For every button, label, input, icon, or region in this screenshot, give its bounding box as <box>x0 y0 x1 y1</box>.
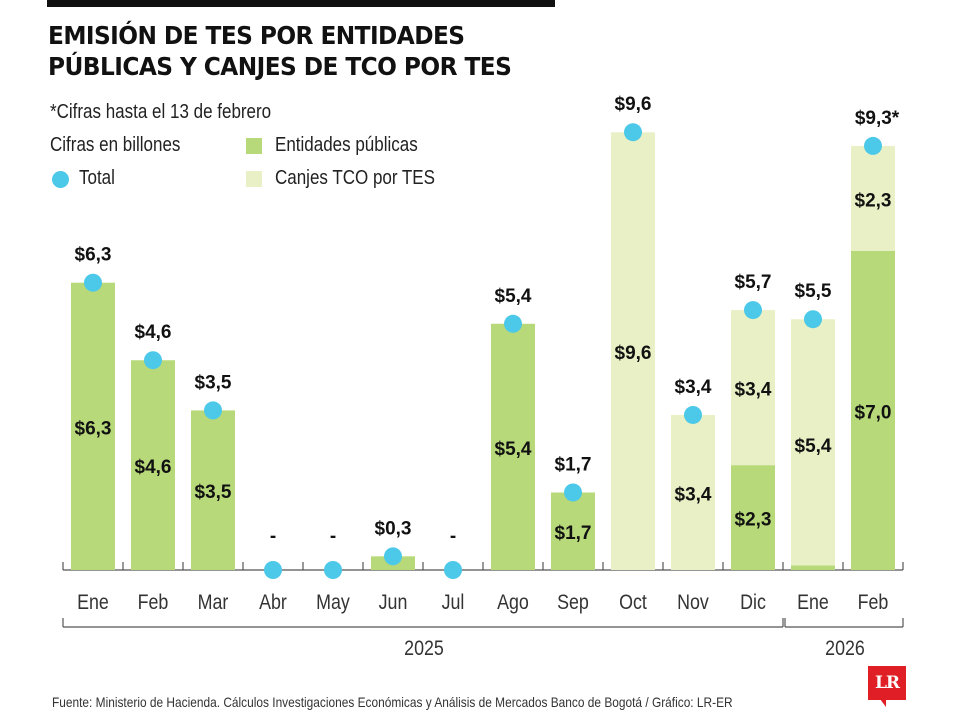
total-dot <box>864 136 882 155</box>
bar-label-canjes: $3,4 <box>675 484 712 505</box>
year-label: 2026 <box>825 637 865 661</box>
bar-canjes-tco <box>851 145 895 251</box>
top-rule <box>47 0 555 7</box>
total-label: $5,4 <box>495 286 532 307</box>
x-tick-label: Ene <box>797 591 829 615</box>
x-tick-label: Sep <box>557 591 589 615</box>
x-tick-label: Dic <box>740 591 766 615</box>
total-dot <box>624 123 642 142</box>
title-line-2: PÚBLICAS Y CANJES DE TCO POR TES <box>48 52 512 81</box>
bar-entidades-publicas <box>851 250 895 571</box>
total-dot <box>84 273 102 292</box>
total-dot <box>444 561 462 579</box>
total-label: - <box>270 526 276 547</box>
total-dot <box>504 314 522 333</box>
bar-label-canjes: $3,4 <box>735 380 772 401</box>
total-dot <box>804 310 822 329</box>
legend-canjes-label: Canjes TCO por TES <box>275 167 435 189</box>
x-tick-label: Feb <box>858 591 889 615</box>
bar-label-entidades: $5,4 <box>495 439 532 460</box>
bar-label-entidades: $3,5 <box>195 482 232 503</box>
total-dot <box>564 483 582 502</box>
legend-total-dot-icon <box>52 171 69 188</box>
bar-entidades-publicas <box>731 465 775 570</box>
total-label: $3,4 <box>675 377 712 398</box>
year-label: 2025 <box>404 637 444 661</box>
total-label: $5,7 <box>735 272 772 293</box>
total-dot <box>684 405 702 424</box>
legend-total-label: Total <box>79 167 115 189</box>
units-note: Cifras en billones <box>50 134 181 156</box>
bar-canjes-tco <box>731 310 775 466</box>
total-dot <box>204 401 222 420</box>
x-tick-label: Abr <box>259 591 287 615</box>
total-label: $5,5 <box>795 281 832 302</box>
total-label: $1,7 <box>555 454 592 475</box>
bar-label-canjes: $9,6 <box>615 343 652 364</box>
total-label: - <box>450 526 456 547</box>
bar-entidades-publicas <box>491 323 535 570</box>
bar-label-entidades: $7,0 <box>855 402 892 423</box>
x-tick-label: Feb <box>138 591 169 615</box>
legend-canjes-swatch <box>246 171 262 187</box>
bar-entidades-publicas <box>71 282 115 570</box>
total-label: $6,3 <box>75 245 112 266</box>
total-dot <box>324 561 342 579</box>
total-dot <box>384 547 402 566</box>
bar-canjes-tco <box>791 319 835 566</box>
x-tick-label: Jun <box>379 591 408 615</box>
total-label: $9,6 <box>615 94 652 115</box>
total-dot <box>144 351 162 370</box>
bar-label-entidades: $1,7 <box>555 523 592 544</box>
source-footnote: Fuente: Ministerio de Hacienda. Cálculos… <box>52 694 733 710</box>
x-tick-label: Mar <box>198 591 229 615</box>
bar-entidades-publicas <box>791 565 835 570</box>
lr-logo-tail <box>880 699 886 707</box>
x-tick-label: Oct <box>619 591 647 615</box>
total-label: $3,5 <box>195 372 232 393</box>
bar-label-entidades: $4,6 <box>135 457 172 478</box>
bar-entidades-publicas <box>191 410 235 570</box>
x-tick-label: Ago <box>497 591 529 615</box>
total-label: $4,6 <box>135 322 172 343</box>
bar-label-entidades: $2,3 <box>735 510 772 531</box>
total-label: - <box>330 526 336 547</box>
x-tick-label: Nov <box>677 591 709 615</box>
total-dot <box>744 301 762 320</box>
total-label: $9,3* <box>855 108 900 129</box>
x-tick-label: May <box>316 591 350 615</box>
date-note: *Cifras hasta el 13 de febrero <box>50 101 272 123</box>
bar-label-canjes: $2,3 <box>855 190 892 211</box>
bar-canjes-tco <box>611 132 655 571</box>
x-tick-label: Ene <box>77 591 109 615</box>
bar-label-canjes: $5,4 <box>795 436 832 457</box>
bar-label-entidades: $6,3 <box>75 418 112 439</box>
bar-entidades-publicas <box>131 360 175 570</box>
title-line-1: EMISIÓN DE TES POR ENTIDADES <box>48 21 465 50</box>
total-label: $0,3 <box>375 518 412 539</box>
bar-canjes-tco <box>671 414 715 570</box>
x-tick-label: Jul <box>442 591 465 615</box>
legend-entidades-label: Entidades públicas <box>275 134 418 156</box>
bar-entidades-publicas <box>551 492 595 570</box>
legend-entidades-swatch <box>246 138 262 154</box>
lr-logo: LR <box>868 666 906 700</box>
chart-title: EMISIÓN DE TES POR ENTIDADES PÚBLICAS Y … <box>48 20 512 82</box>
total-dot <box>264 561 282 579</box>
